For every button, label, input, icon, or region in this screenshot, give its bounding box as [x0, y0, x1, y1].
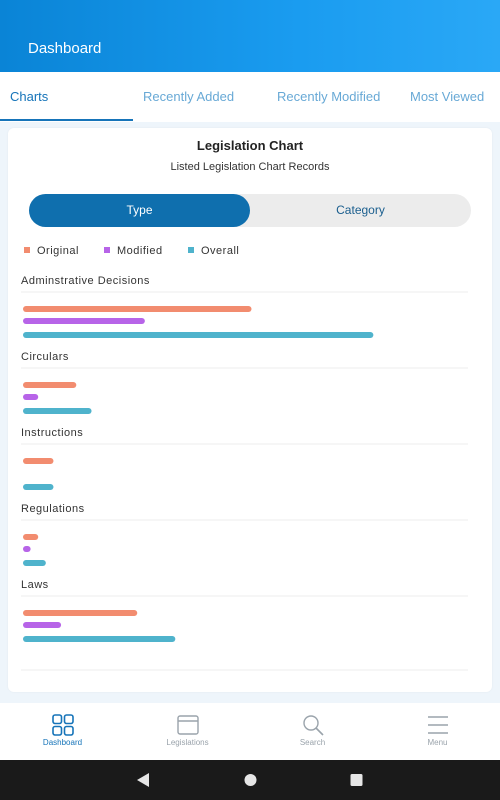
bottom-navigation: Dashboard Legislations Search Menu — [0, 703, 500, 760]
nav-search[interactable]: Search — [250, 703, 375, 760]
category-label: Instructions — [21, 427, 83, 439]
chart-title: Legislation Chart — [196, 138, 304, 153]
bar-overall — [23, 408, 92, 414]
menu-icon — [427, 716, 448, 734]
category-label: Circulars — [21, 351, 69, 363]
tab-recently-added[interactable]: Recently Added — [143, 89, 235, 104]
legend-item-overall[interactable]: Overall — [188, 245, 239, 257]
bar-original — [23, 382, 77, 388]
legend-swatch-overall — [188, 247, 194, 253]
system-navigation-bar — [0, 760, 500, 800]
back-icon[interactable] — [137, 773, 149, 787]
toggle-category-button[interactable]: Category — [336, 203, 385, 217]
tab-charts[interactable]: Charts — [10, 89, 49, 104]
category-label: Regulations — [21, 503, 85, 515]
app-header: Dashboard — [0, 0, 500, 72]
nav-search-label: Search — [299, 738, 326, 747]
nav-menu-label: Menu — [427, 738, 448, 747]
nav-legislations[interactable]: Legislations — [125, 703, 250, 760]
search-icon — [302, 715, 324, 736]
tick-label: 0 — [21, 677, 26, 678]
bar-original — [23, 534, 39, 540]
legend-item-original[interactable]: Original — [24, 245, 79, 257]
bar-modified — [23, 318, 145, 324]
chart-mode-toggle: Type Category — [29, 194, 471, 227]
tick-label: 10 — [95, 677, 104, 678]
nav-dashboard-label: Dashboard — [42, 738, 83, 747]
chart-card: Legislation Chart Listed Legislation Cha… — [8, 128, 492, 692]
nav-legislations-label: Legislations — [166, 738, 209, 747]
bar-original — [23, 610, 138, 616]
active-tab-indicator — [0, 119, 133, 121]
bar-overall — [23, 636, 176, 642]
toggle-type-button[interactable]: Type — [29, 194, 250, 227]
legend-swatch-modified — [104, 247, 110, 253]
tick-label: 30 — [247, 677, 256, 678]
bar-modified — [23, 546, 31, 552]
bar-chart: Adminstrative Decisions Circulars Instruct… — [21, 275, 485, 678]
legend-label-original: Original — [37, 245, 79, 257]
legend-swatch-original — [24, 247, 30, 253]
chart-subtitle: Listed Legislation Chart Records — [170, 161, 330, 173]
grid-icon — [51, 714, 74, 736]
nav-dashboard[interactable]: Dashboard — [0, 703, 125, 760]
legend-label-modified: Modified — [117, 245, 163, 257]
tab-most-viewed[interactable]: Most Viewed — [410, 89, 485, 104]
nav-menu[interactable]: Menu — [375, 703, 500, 760]
tick-label: 60 — [476, 677, 485, 678]
tick-label: 50 — [399, 677, 408, 678]
bar-overall — [23, 560, 46, 566]
tick-label: 40 — [323, 677, 332, 678]
window-icon — [176, 715, 199, 735]
tick-label: 20 — [171, 677, 180, 678]
tab-recently-modified[interactable]: Recently Modified — [277, 89, 381, 104]
category-label: Adminstrative Decisions — [21, 275, 150, 287]
legend-item-modified[interactable]: Modified — [104, 245, 163, 257]
bar-original — [23, 458, 54, 464]
bar-original — [23, 306, 252, 312]
recents-icon[interactable] — [350, 773, 363, 787]
tab-bar: Charts Recently Added Recently Modified … — [0, 72, 500, 122]
bar-modified — [23, 394, 39, 400]
page-title: Dashboard — [28, 40, 102, 57]
home-icon[interactable] — [244, 773, 257, 787]
bar-overall — [23, 332, 374, 338]
category-label: Laws — [21, 579, 49, 591]
legend-label-overall: Overall — [201, 245, 240, 257]
bar-modified — [23, 622, 62, 628]
bar-overall — [23, 484, 54, 490]
